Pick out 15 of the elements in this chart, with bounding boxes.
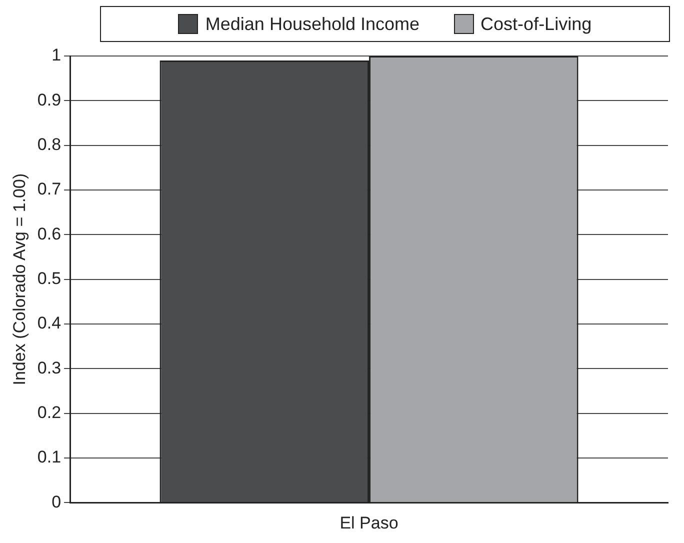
- y-tick-label: 1: [52, 46, 62, 65]
- y-tick-label: 0.3: [37, 358, 62, 378]
- y-tick-label: 0.8: [37, 135, 62, 154]
- y-tick-label: 0.1: [37, 448, 62, 467]
- legend-label: Median Household Income: [205, 14, 420, 34]
- series-label: Cost-of-Living: [480, 14, 592, 34]
- y-tick-label: 0.2: [37, 402, 62, 422]
- x-tick-label: El Paso: [340, 513, 398, 532]
- y-axis-title: Index (Colorado Avg = 1.00): [10, 173, 29, 386]
- y-tick-label: 0.7: [37, 180, 62, 199]
- y-tick-label: 0.9: [37, 90, 62, 110]
- y-tick-label: 0.6: [37, 224, 62, 244]
- y-tick-label: 0.5: [37, 268, 62, 288]
- y-tick-label: 0: [52, 492, 62, 512]
- y-tick-label: 0.4: [37, 314, 62, 333]
